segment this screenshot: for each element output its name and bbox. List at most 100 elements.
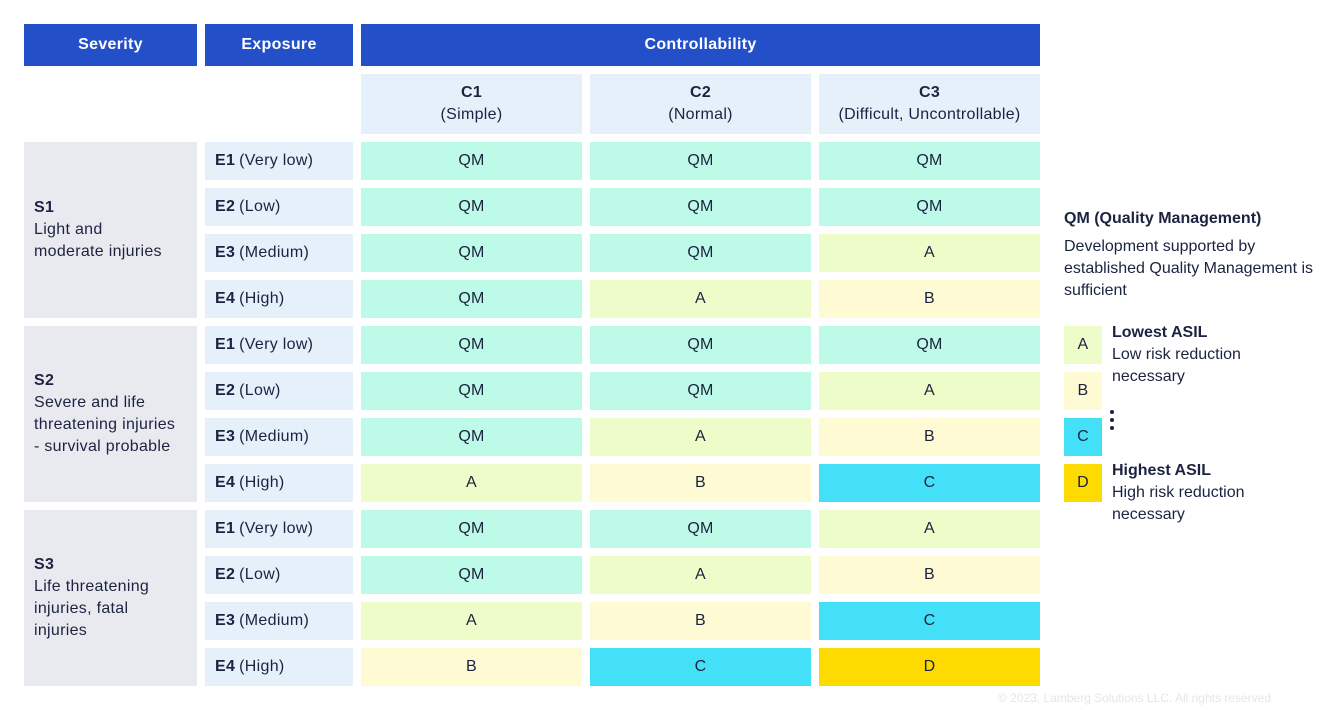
asil-cell: QM xyxy=(590,234,811,272)
asil-cell: QM xyxy=(361,510,582,548)
controllability-label: (Normal) xyxy=(668,106,733,123)
exposure-code: E3 xyxy=(215,612,236,629)
legend-highest-description: High risk reduction necessary xyxy=(1112,484,1245,523)
asil-cell: A xyxy=(361,602,582,640)
asil-cell: C xyxy=(819,602,1040,640)
severity-description-line: moderate injuries xyxy=(34,243,162,260)
severity-description-line: - survival probable xyxy=(34,438,171,455)
exposure-label: (Very low) xyxy=(239,520,314,537)
asil-cell: A xyxy=(819,234,1040,272)
ellipsis-vertical-icon xyxy=(1110,410,1118,434)
asil-cell: B xyxy=(819,418,1040,456)
exposure-label: (High) xyxy=(239,474,285,491)
controllability-c1: C1 (Simple) xyxy=(361,74,582,134)
exposure-code: E1 xyxy=(215,520,236,537)
legend-qm-title: QM (Quality Management) xyxy=(1064,210,1262,227)
controllability-code: C1 xyxy=(460,84,483,101)
legend-swatch-c: C xyxy=(1064,418,1102,456)
severity-description-line: Light and xyxy=(34,221,103,238)
asil-cell: A xyxy=(590,556,811,594)
legend-highest: Highest ASIL High risk reduction necessa… xyxy=(1112,460,1312,526)
exposure-code: E3 xyxy=(215,428,236,445)
severity-header: Severity xyxy=(24,24,197,66)
asil-cell: B xyxy=(819,556,1040,594)
asil-cell: QM xyxy=(361,280,582,318)
exposure-cell: E2 (Low) xyxy=(205,372,353,410)
legend-swatch-d: D xyxy=(1064,464,1102,502)
severity-description-line: injuries xyxy=(34,622,88,639)
legend-lowest-title: Lowest ASIL xyxy=(1112,324,1208,341)
exposure-label: (Low) xyxy=(239,382,281,399)
severity-description-line: Severe and life xyxy=(34,394,146,411)
asil-cell: QM xyxy=(361,326,582,364)
exposure-cell: E1 (Very low) xyxy=(205,326,353,364)
exposure-label: (Medium) xyxy=(239,244,310,261)
exposure-cell: E3 (Medium) xyxy=(205,234,353,272)
asil-cell: A xyxy=(590,280,811,318)
exposure-cell: E1 (Very low) xyxy=(205,142,353,180)
asil-cell: A xyxy=(361,464,582,502)
asil-cell: QM xyxy=(819,326,1040,364)
exposure-cell: E2 (Low) xyxy=(205,188,353,226)
legend-lowest-description: Low risk reduction necessary xyxy=(1112,346,1241,385)
asil-cell: B xyxy=(590,464,811,502)
severity-description-line: injuries, fatal xyxy=(34,600,129,617)
asil-cell: B xyxy=(819,280,1040,318)
severity-s3: S3 Life threatening injuries, fatal inju… xyxy=(24,510,197,686)
controllability-header: Controllability xyxy=(361,24,1040,66)
exposure-code: E1 xyxy=(215,336,236,353)
asil-cell: A xyxy=(819,372,1040,410)
severity-code: S1 xyxy=(34,199,55,216)
legend-highest-title: Highest ASIL xyxy=(1112,462,1211,479)
legend-lowest: Lowest ASIL Low risk reduction necessary xyxy=(1112,322,1312,388)
controllability-c2: C2 (Normal) xyxy=(590,74,811,134)
exposure-label: (Medium) xyxy=(239,612,310,629)
exposure-label: (High) xyxy=(239,290,285,307)
controllability-label: (Simple) xyxy=(440,106,503,123)
asil-cell: QM xyxy=(361,234,582,272)
legend-swatch-b: B xyxy=(1064,372,1102,410)
exposure-label: (Very low) xyxy=(239,152,314,169)
controllability-code: C2 xyxy=(689,84,712,101)
severity-s2: S2 Severe and life threatening injuries … xyxy=(24,326,197,502)
asil-cell: QM xyxy=(819,188,1040,226)
exposure-cell: E3 (Medium) xyxy=(205,418,353,456)
exposure-cell: E2 (Low) xyxy=(205,556,353,594)
controllability-label: (Difficult, Uncontrollable) xyxy=(838,106,1021,123)
exposure-code: E4 xyxy=(215,290,236,307)
severity-code: S2 xyxy=(34,372,55,389)
asil-cell: QM xyxy=(590,510,811,548)
controllability-code: C3 xyxy=(918,84,941,101)
exposure-code: E2 xyxy=(215,382,236,399)
asil-cell: QM xyxy=(361,142,582,180)
copyright-notice: © 2023, Lamberg Solutions LLC. All right… xyxy=(998,691,1271,705)
asil-cell: B xyxy=(590,602,811,640)
asil-cell: QM xyxy=(590,142,811,180)
legend-swatch-a: A xyxy=(1064,326,1102,364)
exposure-code: E2 xyxy=(215,198,236,215)
asil-cell: QM xyxy=(361,372,582,410)
asil-cell: QM xyxy=(819,142,1040,180)
controllability-c3: C3 (Difficult, Uncontrollable) xyxy=(819,74,1040,134)
asil-cell: B xyxy=(361,648,582,686)
legend-qm-description: Development supported by established Qua… xyxy=(1064,238,1314,299)
exposure-label: (High) xyxy=(239,658,285,675)
severity-s1: S1 Light and moderate injuries xyxy=(24,142,197,318)
asil-cell: C xyxy=(590,648,811,686)
asil-cell: QM xyxy=(361,188,582,226)
asil-cell: QM xyxy=(590,326,811,364)
exposure-label: (Low) xyxy=(239,198,281,215)
exposure-code: E3 xyxy=(215,244,236,261)
severity-code: S3 xyxy=(34,556,55,573)
severity-description-line: threatening injuries xyxy=(34,416,176,433)
asil-cell: QM xyxy=(590,188,811,226)
exposure-cell: E1 (Very low) xyxy=(205,510,353,548)
asil-cell: C xyxy=(819,464,1040,502)
exposure-code: E1 xyxy=(215,152,236,169)
exposure-cell: E4 (High) xyxy=(205,648,353,686)
exposure-header: Exposure xyxy=(205,24,353,66)
exposure-cell: E4 (High) xyxy=(205,280,353,318)
exposure-code: E2 xyxy=(215,566,236,583)
asil-cell: QM xyxy=(361,418,582,456)
exposure-label: (Very low) xyxy=(239,336,314,353)
